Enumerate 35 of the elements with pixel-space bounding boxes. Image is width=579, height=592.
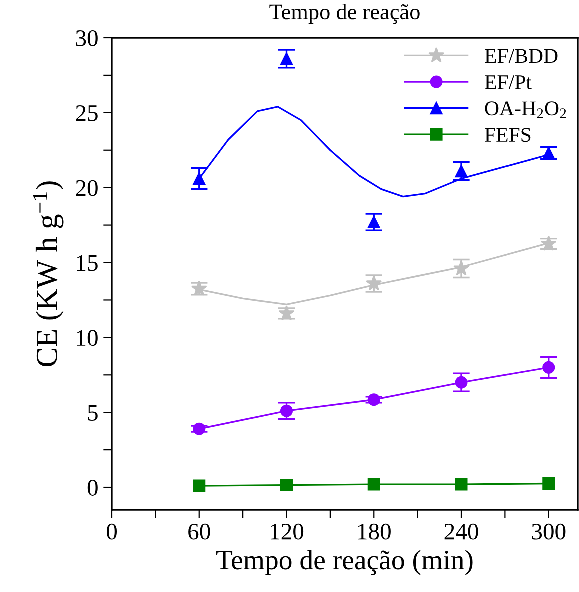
point <box>193 422 206 436</box>
point <box>542 147 556 160</box>
y-tick-label: 30 <box>76 30 98 46</box>
x-tick-label: 60 <box>188 524 210 540</box>
x-axis-title: Tempo de reação (min) <box>216 550 473 576</box>
x-tick-label: 240 <box>444 524 478 540</box>
point <box>280 479 293 492</box>
point <box>542 361 556 374</box>
x-tick-label: 180 <box>358 524 391 540</box>
point <box>193 480 206 492</box>
y-tick-label: 25 <box>76 105 98 122</box>
point <box>455 478 468 491</box>
chart-title: Tempo de reação <box>270 4 420 24</box>
x-tick-label: 300 <box>532 524 566 540</box>
point <box>455 376 468 389</box>
y-axis-title: CE (KW h g$^{−1}$) <box>33 182 64 367</box>
x-tick-label: 0 <box>106 524 118 540</box>
y-tick-label: 15 <box>77 255 98 272</box>
y-tick-label: 20 <box>76 180 98 196</box>
y-tick-label: 0 <box>88 480 98 496</box>
point <box>455 165 468 178</box>
x-tick-label: 120 <box>271 524 304 540</box>
legend-label: EF/BDD <box>485 49 558 64</box>
point <box>193 172 206 186</box>
point <box>368 394 380 406</box>
legend-label: EF/Pt <box>485 76 532 90</box>
point <box>542 478 556 490</box>
point <box>280 52 293 66</box>
point <box>368 478 380 491</box>
legend-label: OA-H$_{2}$O$_{2}$ <box>485 102 566 118</box>
y-tick-label: 10 <box>77 330 98 346</box>
point <box>368 216 380 229</box>
point <box>280 404 293 418</box>
legend-label: FEFS <box>485 128 531 142</box>
y-tick-label: 5 <box>88 405 98 422</box>
